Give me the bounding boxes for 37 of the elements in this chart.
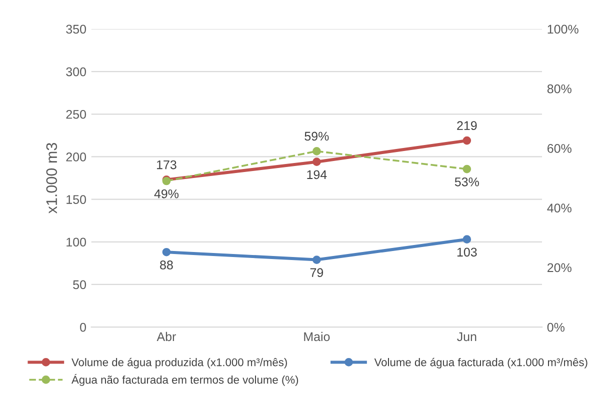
legend-label: Água não facturada em termos de volume (%) [71,374,298,386]
point [462,235,472,244]
data-label: 59% [304,132,329,141]
y2-tick-label: 20% [548,263,572,272]
y-tick-label: 0 [80,322,86,332]
x-tick-label: Abr [156,332,176,342]
point [162,248,171,256]
y2-tick-label: 80% [547,84,572,94]
point [312,147,321,156]
x-tick-label: Maio [304,332,330,342]
y-tick-label: 300 [66,67,86,76]
legend-label: Volume de água produzida (x1.000 m³/mês) [72,358,287,368]
data-label: 219 [457,121,477,130]
data-label: 194 [307,170,327,180]
y2-tick-label: 0% [547,322,564,332]
legend-label: Volume de água facturada (x1.000 m³/mês) [374,358,588,368]
data-label: 173 [156,160,176,170]
point [462,164,472,174]
y2-tick-label: 100% [548,24,578,34]
data-label: 103 [457,248,477,257]
y-tick-label: 50 [73,280,86,290]
y2-tick-label: 60% [548,144,572,153]
y-tick-label: 350 [66,24,86,34]
data-label: 79 [310,268,324,278]
x-tick-label: Jun [457,332,476,342]
point [462,136,472,145]
y-tick-label: 200 [66,152,86,162]
data-label: 53% [454,177,479,186]
y-tick-label: 100 [66,238,86,247]
y-axis-title: x1.000 m3 [46,143,58,214]
point [312,256,321,264]
y2-tick-label: 40% [547,204,572,212]
data-label: 88 [160,260,173,270]
point [312,158,321,166]
y-tick-label: 150 [66,195,86,204]
y-tick-label: 250 [66,110,86,119]
data-label: 49% [154,189,179,198]
